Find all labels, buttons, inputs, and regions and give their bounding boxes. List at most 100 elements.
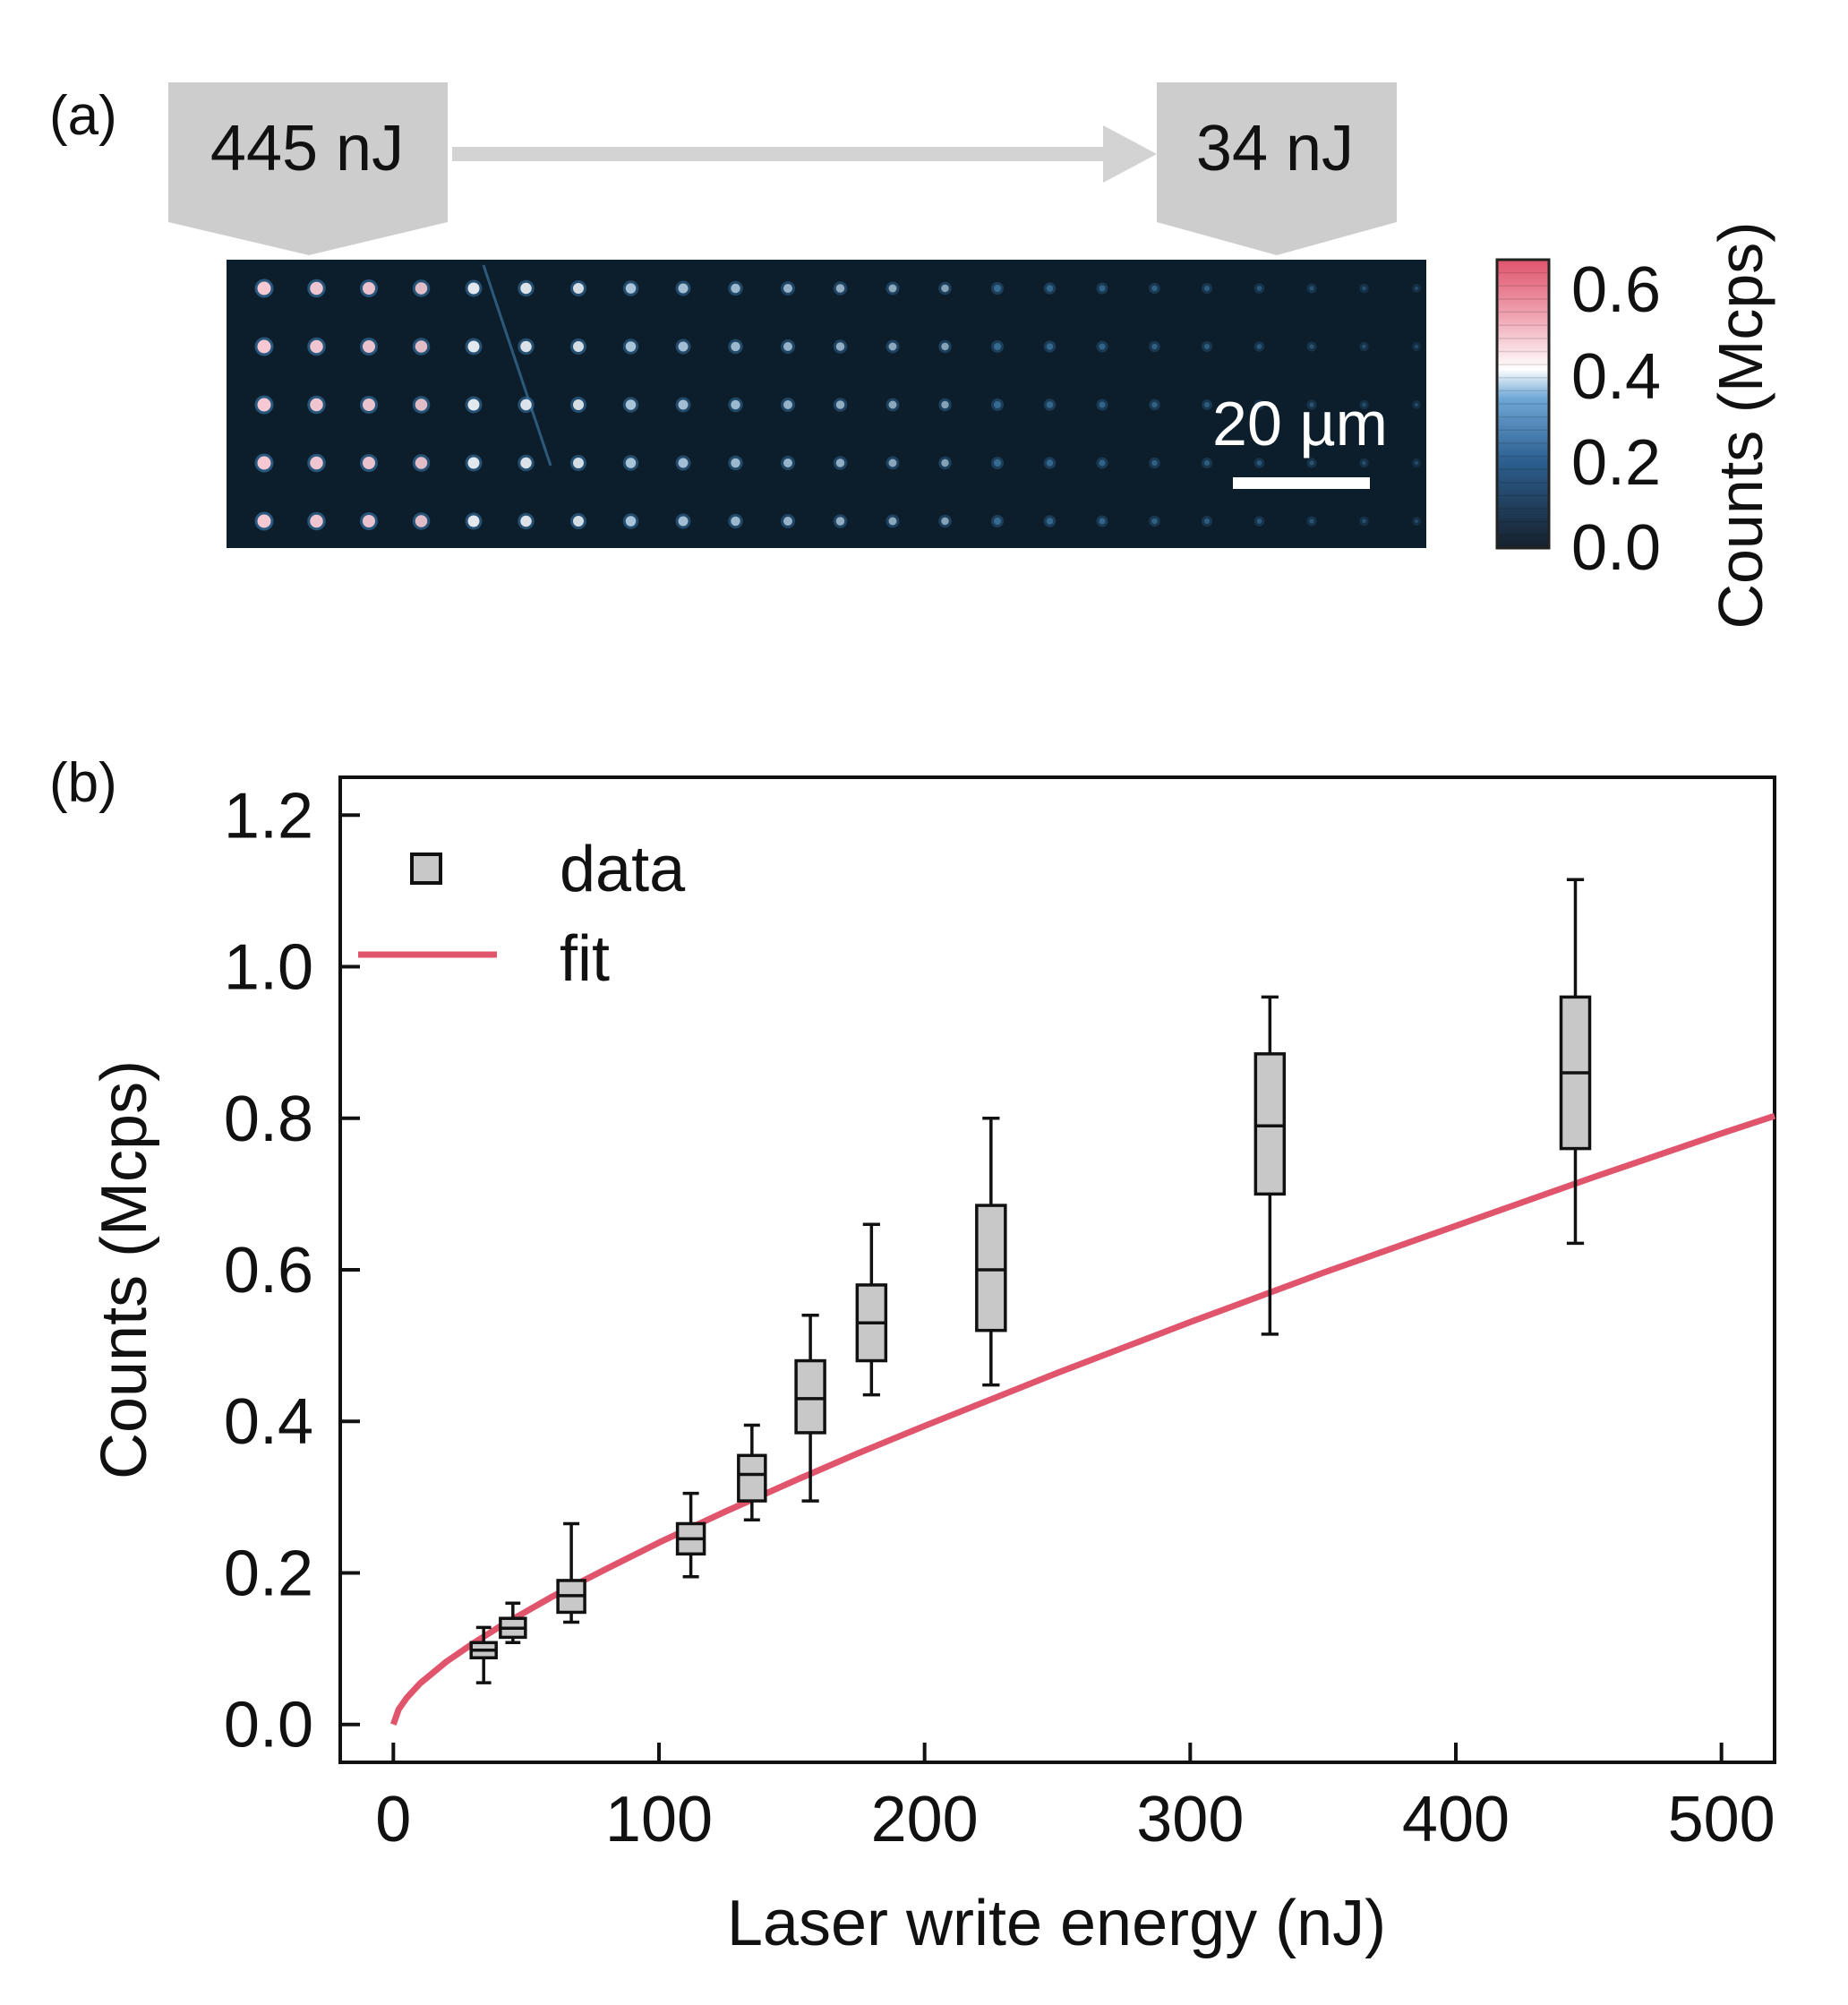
emitter-spot-halo bbox=[1149, 398, 1160, 411]
emitter-spot bbox=[1256, 460, 1262, 466]
emitter-spot bbox=[783, 342, 792, 351]
emitter-spot bbox=[1151, 518, 1158, 525]
emitter-spot-halo bbox=[1359, 283, 1369, 294]
emitter-spot bbox=[1309, 460, 1314, 466]
emitter-spot bbox=[731, 283, 740, 294]
plot-frame bbox=[338, 775, 1776, 1764]
emitter-spot bbox=[1415, 519, 1418, 523]
emitter-spot bbox=[678, 283, 689, 294]
colorbar-title: Counts (Mcps) bbox=[1706, 221, 1775, 629]
emitter-spot-halo bbox=[1149, 340, 1160, 353]
legend-data-label: data bbox=[560, 834, 686, 905]
emitter-spot bbox=[783, 517, 792, 526]
emitter-spot bbox=[520, 340, 532, 353]
emitter-spot bbox=[1151, 401, 1158, 408]
emitter-spot bbox=[363, 515, 375, 527]
end-energy-flag bbox=[1157, 82, 1397, 255]
y-tick-label: 1.0 bbox=[224, 932, 313, 1004]
emitter-spot bbox=[1151, 343, 1158, 350]
emitter-spot bbox=[941, 342, 949, 351]
emitter-spot bbox=[941, 284, 949, 293]
emitter-spot bbox=[994, 343, 1001, 350]
emitter-spot bbox=[415, 282, 428, 295]
emitter-spot bbox=[1204, 286, 1210, 291]
emitter-spot bbox=[467, 282, 480, 295]
emitter-spot bbox=[1309, 402, 1314, 407]
emitter-spot-halo bbox=[1306, 458, 1317, 468]
x-tick-label: 200 bbox=[871, 1784, 979, 1855]
emitter-spot bbox=[1362, 402, 1366, 407]
box-34 bbox=[469, 1625, 498, 1684]
emitter-spot-halo bbox=[1412, 458, 1421, 467]
emitter-spot bbox=[415, 398, 428, 411]
emitter-spot bbox=[625, 283, 637, 294]
emitter-spot bbox=[835, 400, 845, 409]
emitter-spot-halo bbox=[1412, 342, 1421, 351]
emitter-spot bbox=[257, 398, 271, 412]
emitter-spot bbox=[1046, 401, 1054, 408]
emitter-spot bbox=[1046, 343, 1054, 350]
legend-fit-label: fit bbox=[560, 923, 610, 995]
legend: data fit bbox=[358, 834, 686, 995]
box-iqr bbox=[975, 1204, 1007, 1332]
x-tick-label: 100 bbox=[605, 1784, 713, 1855]
fit-line bbox=[390, 1112, 1776, 1726]
emitter-spot-halo bbox=[1253, 516, 1265, 527]
y-tick-label: 0.2 bbox=[224, 1538, 313, 1609]
emitter-spot bbox=[941, 400, 949, 409]
emitter-spot bbox=[467, 398, 480, 411]
emitter-spot-halo bbox=[1149, 515, 1160, 527]
emitter-spot bbox=[941, 458, 949, 467]
emitter-spot bbox=[1256, 518, 1262, 524]
panel-b: (b) 0 100 200 300 400 500 0.0 0.2 0.4 0.6 0.8 1.0 1… bbox=[49, 752, 1776, 1959]
x-tick-label: 300 bbox=[1136, 1784, 1244, 1855]
end-energy-label: 34 nJ bbox=[1196, 113, 1354, 184]
x-tick-label: 400 bbox=[1402, 1784, 1510, 1855]
legend-data-marker bbox=[410, 853, 442, 885]
emitter-spot bbox=[1362, 344, 1366, 349]
plot-area bbox=[390, 878, 1776, 1726]
emitter-spot-halo bbox=[1412, 400, 1421, 409]
emitter-spot bbox=[257, 339, 271, 354]
emitter-spot bbox=[1099, 285, 1106, 292]
emitter-spot bbox=[310, 339, 323, 354]
emitter-spot bbox=[678, 458, 689, 468]
box-iqr bbox=[1253, 1052, 1287, 1196]
emitter-spot bbox=[678, 516, 689, 527]
start-energy-label: 445 nJ bbox=[210, 113, 404, 184]
emitter-spot bbox=[1046, 518, 1054, 525]
emitter-spot bbox=[1204, 344, 1210, 349]
emitter-spot bbox=[731, 399, 740, 410]
box-iqr bbox=[737, 1453, 767, 1503]
emitter-spot bbox=[994, 518, 1001, 525]
x-axis: 0 100 200 300 400 500 bbox=[375, 1743, 1775, 1855]
emitter-spot bbox=[835, 284, 845, 293]
emitter-spot-halo bbox=[1253, 458, 1265, 468]
emitter-spot-halo bbox=[1096, 282, 1108, 295]
colorbar-tick-3: 0.0 bbox=[1571, 512, 1661, 584]
emitter-spot bbox=[1309, 518, 1314, 524]
box-157 bbox=[794, 1314, 826, 1503]
y-axis: 0.0 0.2 0.4 0.6 0.8 1.0 1.2 bbox=[224, 780, 360, 1761]
emitter-spot-halo bbox=[1359, 458, 1369, 468]
emitter-spot bbox=[731, 458, 740, 468]
emitter-spot bbox=[310, 456, 323, 470]
emitter-spot bbox=[888, 342, 897, 351]
emitter-spot bbox=[1256, 286, 1262, 291]
emitter-spot bbox=[1099, 518, 1106, 525]
emitter-spot bbox=[625, 399, 637, 410]
emitter-spot-halo bbox=[1306, 283, 1317, 294]
emitter-spot bbox=[1204, 518, 1210, 524]
emitter-spot bbox=[1415, 403, 1418, 407]
emitter-spot bbox=[257, 456, 271, 470]
emitter-spot bbox=[1309, 344, 1314, 349]
colorbar bbox=[1495, 258, 1551, 550]
emitter-spot bbox=[310, 514, 323, 528]
emitter-spot bbox=[625, 516, 637, 527]
box-330 bbox=[1253, 995, 1287, 1336]
emitter-spot bbox=[520, 457, 532, 469]
emitter-spot bbox=[625, 458, 637, 468]
emitter-spot bbox=[573, 283, 584, 294]
emitter-spot bbox=[1099, 459, 1106, 467]
emitter-spot-halo bbox=[1096, 515, 1108, 527]
